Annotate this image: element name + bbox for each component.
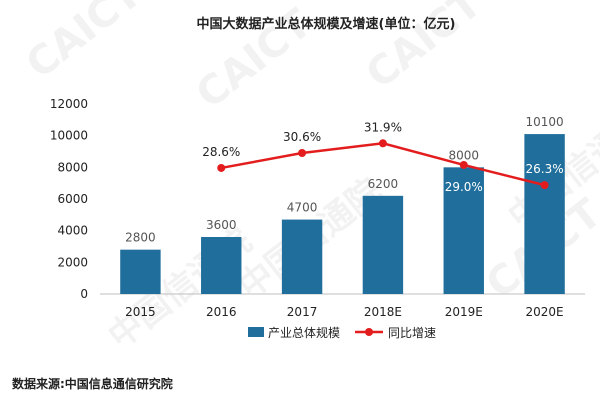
growth-label: 31.9% <box>364 120 402 134</box>
watermark-text: CAICT <box>18 0 151 88</box>
y-tick-label: 10000 <box>50 129 88 143</box>
bar-value-label: 4700 <box>287 201 318 215</box>
bar-value-label: 2800 <box>125 231 156 245</box>
growth-point <box>217 163 226 172</box>
legend: 产业总体规模 同比增速 <box>248 325 436 340</box>
y-tick-label: 8000 <box>57 160 88 174</box>
line-series: 28.6% 30.6% 31.9% 29.0% 26.3% <box>202 120 563 194</box>
legend-bar-label: 产业总体规模 <box>268 325 340 340</box>
x-tick-label: 2018E <box>364 305 402 319</box>
growth-point <box>378 139 387 148</box>
bar <box>362 195 404 294</box>
x-tick-label: 2019E <box>445 305 483 319</box>
source-note: 数据来源:中国信息通信研究院 <box>12 376 173 391</box>
x-tick-label: 2015 <box>125 305 156 319</box>
growth-label: 29.0% <box>445 180 483 194</box>
bar <box>443 167 484 294</box>
bar-value-label: 8000 <box>448 148 479 162</box>
legend-bar-swatch <box>248 327 264 337</box>
y-axis: 0 2000 4000 6000 8000 10000 12000 <box>50 97 88 301</box>
growth-point <box>540 181 549 190</box>
bar-value-label: 6200 <box>368 177 399 191</box>
y-tick-label: 6000 <box>57 192 88 206</box>
bar <box>524 134 565 294</box>
bar <box>120 249 161 294</box>
legend-line-marker <box>365 328 373 336</box>
x-axis: 2015 2016 2017 2018E 2019E 2020E <box>100 293 585 319</box>
growth-label: 28.6% <box>202 145 240 159</box>
growth-point <box>459 160 468 169</box>
x-tick-label: 2020E <box>526 305 564 319</box>
bar-value-label: 3600 <box>206 218 237 232</box>
y-tick-label: 12000 <box>50 97 88 111</box>
y-tick-label: 4000 <box>57 224 88 238</box>
x-tick-label: 2017 <box>287 305 318 319</box>
growth-label: 26.3% <box>526 162 564 176</box>
x-tick-label: 2016 <box>206 305 237 319</box>
y-tick-label: 2000 <box>57 255 88 269</box>
chart-title: 中国大数据产业总体规模及增速(单位：亿元) <box>197 16 456 32</box>
bar-series: 2800 3600 4700 6200 8000 10100 <box>120 115 565 294</box>
legend-line-label: 同比增速 <box>388 326 436 340</box>
growth-label: 30.6% <box>283 130 321 144</box>
bar <box>281 219 323 294</box>
watermark-text: CAICT <box>358 0 491 98</box>
watermark-layer: CAICTCAICTCAICTCAICT中国信通院中国信通院中国信通院 <box>18 0 600 357</box>
y-tick-label: 0 <box>80 287 88 301</box>
bar <box>201 237 242 294</box>
growth-point <box>298 149 307 158</box>
bar-value-label: 10100 <box>525 115 563 129</box>
